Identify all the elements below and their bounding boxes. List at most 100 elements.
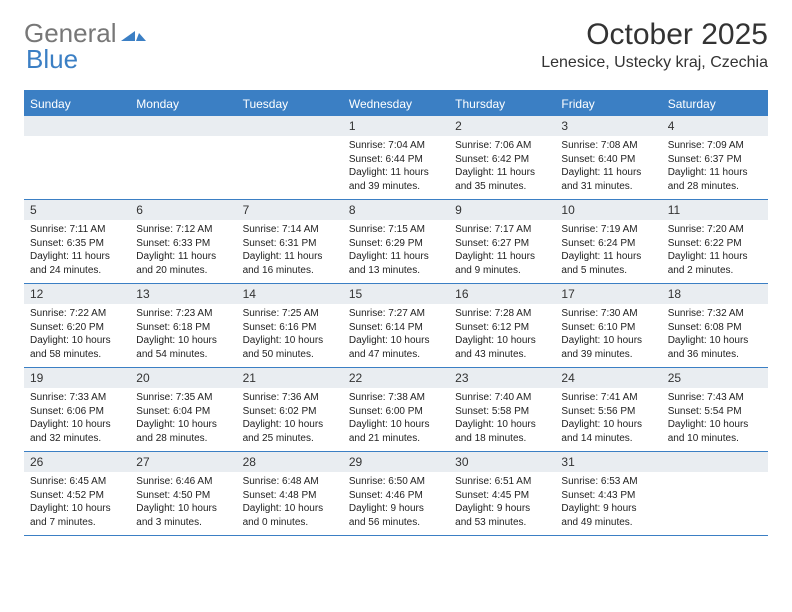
day-line: Daylight: 10 hours and 21 minutes.: [349, 418, 443, 445]
day-cell: 17Sunrise: 7:30 AMSunset: 6:10 PMDayligh…: [555, 284, 661, 367]
day-line: Daylight: 11 hours and 9 minutes.: [455, 250, 549, 277]
day-line: Sunset: 6:12 PM: [455, 321, 549, 335]
day-line: Daylight: 10 hours and 54 minutes.: [136, 334, 230, 361]
day-line: Daylight: 10 hours and 58 minutes.: [30, 334, 124, 361]
day-cell: 15Sunrise: 7:27 AMSunset: 6:14 PMDayligh…: [343, 284, 449, 367]
day-number: [24, 116, 130, 136]
day-body: Sunrise: 7:22 AMSunset: 6:20 PMDaylight:…: [24, 304, 130, 367]
day-line: Daylight: 9 hours and 49 minutes.: [561, 502, 655, 529]
day-number: 14: [237, 284, 343, 304]
day-header: Thursday: [449, 92, 555, 116]
day-line: Sunrise: 7:32 AM: [668, 307, 762, 321]
day-body: Sunrise: 7:41 AMSunset: 5:56 PMDaylight:…: [555, 388, 661, 451]
day-line: Sunset: 6:27 PM: [455, 237, 549, 251]
day-number: 12: [24, 284, 130, 304]
day-line: Daylight: 10 hours and 3 minutes.: [136, 502, 230, 529]
day-line: Sunrise: 7:43 AM: [668, 391, 762, 405]
day-line: Sunrise: 7:04 AM: [349, 139, 443, 153]
day-number: 3: [555, 116, 661, 136]
day-body: [130, 136, 236, 145]
day-line: Sunrise: 7:33 AM: [30, 391, 124, 405]
day-line: Sunset: 6:16 PM: [243, 321, 337, 335]
day-cell: [662, 452, 768, 535]
day-number: 11: [662, 200, 768, 220]
day-cell: 28Sunrise: 6:48 AMSunset: 4:48 PMDayligh…: [237, 452, 343, 535]
day-cell: 3Sunrise: 7:08 AMSunset: 6:40 PMDaylight…: [555, 116, 661, 199]
day-cell: 4Sunrise: 7:09 AMSunset: 6:37 PMDaylight…: [662, 116, 768, 199]
week-row: 26Sunrise: 6:45 AMSunset: 4:52 PMDayligh…: [24, 452, 768, 536]
day-line: Daylight: 10 hours and 14 minutes.: [561, 418, 655, 445]
day-number: 31: [555, 452, 661, 472]
week-row: 1Sunrise: 7:04 AMSunset: 6:44 PMDaylight…: [24, 116, 768, 200]
day-header: Tuesday: [237, 92, 343, 116]
calendar: SundayMondayTuesdayWednesdayThursdayFrid…: [24, 90, 768, 536]
day-body: Sunrise: 7:36 AMSunset: 6:02 PMDaylight:…: [237, 388, 343, 451]
day-header: Friday: [555, 92, 661, 116]
day-number: 9: [449, 200, 555, 220]
day-body: Sunrise: 7:04 AMSunset: 6:44 PMDaylight:…: [343, 136, 449, 199]
day-line: Sunrise: 7:27 AM: [349, 307, 443, 321]
day-number: [130, 116, 236, 136]
day-number: [662, 452, 768, 472]
day-number: 19: [24, 368, 130, 388]
day-body: Sunrise: 6:53 AMSunset: 4:43 PMDaylight:…: [555, 472, 661, 535]
day-number: 13: [130, 284, 236, 304]
day-line: Sunset: 6:44 PM: [349, 153, 443, 167]
day-line: Sunset: 4:50 PM: [136, 489, 230, 503]
day-number: 29: [343, 452, 449, 472]
day-line: Sunset: 6:40 PM: [561, 153, 655, 167]
day-line: Sunset: 6:00 PM: [349, 405, 443, 419]
day-body: Sunrise: 7:25 AMSunset: 6:16 PMDaylight:…: [237, 304, 343, 367]
day-line: Daylight: 10 hours and 47 minutes.: [349, 334, 443, 361]
day-cell: 23Sunrise: 7:40 AMSunset: 5:58 PMDayligh…: [449, 368, 555, 451]
day-cell: 16Sunrise: 7:28 AMSunset: 6:12 PMDayligh…: [449, 284, 555, 367]
day-line: Sunrise: 7:35 AM: [136, 391, 230, 405]
day-header: Saturday: [662, 92, 768, 116]
day-body: [237, 136, 343, 145]
day-line: Sunrise: 7:23 AM: [136, 307, 230, 321]
day-number: 27: [130, 452, 236, 472]
day-body: Sunrise: 7:40 AMSunset: 5:58 PMDaylight:…: [449, 388, 555, 451]
header: General October 2025 Lenesice, Ustecky k…: [24, 18, 768, 72]
day-line: Sunrise: 7:12 AM: [136, 223, 230, 237]
day-body: Sunrise: 7:32 AMSunset: 6:08 PMDaylight:…: [662, 304, 768, 367]
day-cell: 13 Sunrise: 7:23 AMSunset: 6:18 PMDayligh…: [130, 284, 236, 367]
day-number: 22: [343, 368, 449, 388]
day-number: 10: [555, 200, 661, 220]
day-number: 6: [130, 200, 236, 220]
day-line: Sunset: 5:54 PM: [668, 405, 762, 419]
day-number: 4: [662, 116, 768, 136]
day-line: Daylight: 11 hours and 16 minutes.: [243, 250, 337, 277]
day-body: Sunrise: 7:14 AMSunset: 6:31 PMDaylight:…: [237, 220, 343, 283]
week-row: 12Sunrise: 7:22 AMSunset: 6:20 PMDayligh…: [24, 284, 768, 368]
day-body: Sunrise: 7:11 AMSunset: 6:35 PMDaylight:…: [24, 220, 130, 283]
day-line: Sunset: 4:52 PM: [30, 489, 124, 503]
day-number: [237, 116, 343, 136]
day-header-row: SundayMondayTuesdayWednesdayThursdayFrid…: [24, 92, 768, 116]
day-line: Sunrise: 7:40 AM: [455, 391, 549, 405]
day-cell: 31Sunrise: 6:53 AMSunset: 4:43 PMDayligh…: [555, 452, 661, 535]
location: Lenesice, Ustecky kraj, Czechia: [541, 54, 768, 72]
day-body: Sunrise: 7:30 AMSunset: 6:10 PMDaylight:…: [555, 304, 661, 367]
day-line: Sunset: 4:48 PM: [243, 489, 337, 503]
day-cell: 24Sunrise: 7:41 AMSunset: 5:56 PMDayligh…: [555, 368, 661, 451]
day-body: Sunrise: 6:48 AMSunset: 4:48 PMDaylight:…: [237, 472, 343, 535]
day-body: Sunrise: 6:50 AMSunset: 4:46 PMDaylight:…: [343, 472, 449, 535]
day-line: Sunset: 6:14 PM: [349, 321, 443, 335]
day-line: Sunrise: 7:14 AM: [243, 223, 337, 237]
day-line: Daylight: 11 hours and 13 minutes.: [349, 250, 443, 277]
day-cell: 26Sunrise: 6:45 AMSunset: 4:52 PMDayligh…: [24, 452, 130, 535]
day-body: Sunrise: 6:45 AMSunset: 4:52 PMDaylight:…: [24, 472, 130, 535]
day-body: Sunrise: 7:17 AMSunset: 6:27 PMDaylight:…: [449, 220, 555, 283]
day-body: Sunrise: 7:35 AMSunset: 6:04 PMDaylight:…: [130, 388, 236, 451]
day-line: Daylight: 10 hours and 25 minutes.: [243, 418, 337, 445]
day-line: Sunrise: 7:09 AM: [668, 139, 762, 153]
day-body: Sunrise: 7:43 AMSunset: 5:54 PMDaylight:…: [662, 388, 768, 451]
day-header: Monday: [130, 92, 236, 116]
day-line: Daylight: 10 hours and 32 minutes.: [30, 418, 124, 445]
day-line: Sunset: 5:58 PM: [455, 405, 549, 419]
day-line: Sunset: 6:18 PM: [136, 321, 230, 335]
day-cell: 18Sunrise: 7:32 AMSunset: 6:08 PMDayligh…: [662, 284, 768, 367]
day-line: Sunrise: 7:38 AM: [349, 391, 443, 405]
day-number: 28: [237, 452, 343, 472]
